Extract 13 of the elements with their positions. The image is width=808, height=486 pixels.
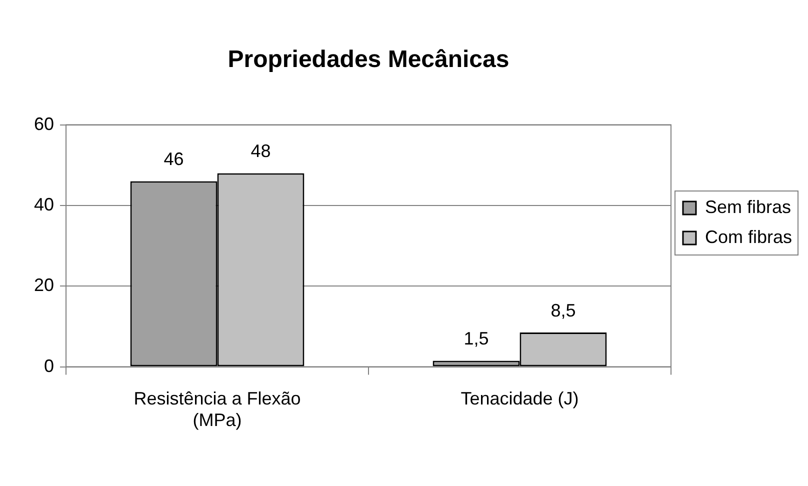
y-tick-label: 60 [34, 114, 54, 134]
data-label: 1,5 [464, 328, 489, 349]
data-label: 48 [250, 141, 271, 162]
x-tick-label: Tenacidade (J) [460, 388, 579, 409]
y-tick-label: 20 [34, 275, 54, 296]
data-label: 46 [164, 149, 184, 170]
y-tick-label: 0 [44, 356, 54, 376]
chart-title: Propriedades Mecânicas [228, 46, 510, 74]
data-label: 8,5 [550, 300, 576, 320]
x-tick-label: Resistência a Flexão (MPa) [134, 388, 301, 430]
legend-label: Sem fibras [704, 196, 792, 217]
y-tick-label: 40 [34, 194, 54, 214]
legend-label: Com fibras [704, 226, 792, 247]
